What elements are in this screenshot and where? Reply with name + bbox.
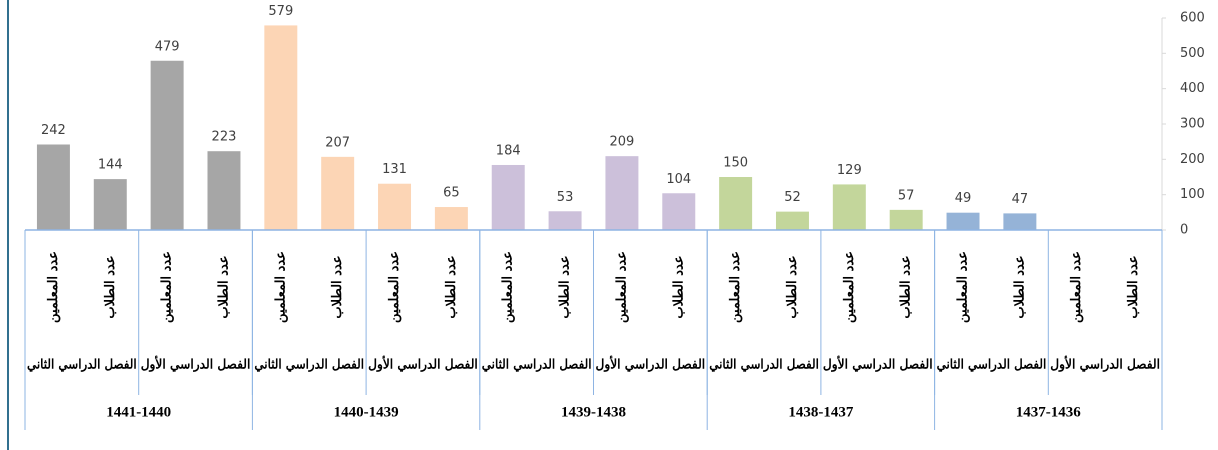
bar — [491, 164, 525, 230]
x-tick-label: عدد المعلمين — [842, 251, 857, 323]
semester-label: الفصل الدراسي الثاني — [254, 358, 364, 373]
bar — [1003, 213, 1037, 230]
bar — [946, 212, 980, 230]
value-label: 209 — [610, 135, 635, 150]
x-tick-label: عدد الطلاب — [558, 255, 573, 318]
x-tick-label: عدد المعلمين — [501, 251, 516, 323]
bar — [207, 151, 241, 230]
bar — [378, 183, 412, 230]
x-tick-label: عدد المعلمين — [956, 251, 971, 323]
x-tick-label: عدد الطلاب — [216, 255, 231, 318]
x-tick-label: عدد الطلاب — [330, 255, 345, 318]
value-label: 53 — [557, 190, 574, 205]
bar — [662, 193, 696, 230]
semester-label: الفصل الدراسي الأول — [596, 356, 706, 373]
y-tick-label: 500 — [1180, 46, 1205, 61]
value-label: 242 — [41, 123, 66, 138]
x-tick-label: عدد المعلمين — [160, 251, 175, 323]
value-label: 579 — [268, 4, 293, 19]
value-label: 65 — [443, 186, 460, 201]
semester-label: الفصل الدراسي الثاني — [482, 358, 592, 373]
bar — [832, 184, 866, 230]
y-tick-label: 300 — [1180, 117, 1205, 132]
semester-label: الفصل الدراسي الأول — [823, 356, 933, 373]
x-tick-label: عدد الطلاب — [1012, 255, 1027, 318]
value-label: 129 — [837, 163, 862, 178]
value-label: 144 — [98, 158, 123, 173]
semester-label: الفصل الدراسي الأول — [368, 356, 478, 373]
x-tick-label: عدد الطلاب — [899, 255, 914, 318]
value-label: 207 — [325, 135, 350, 150]
y-tick-label: 600 — [1180, 11, 1205, 26]
value-label: 150 — [723, 156, 748, 171]
value-label: 131 — [382, 162, 407, 177]
bar — [434, 207, 468, 230]
bar — [36, 144, 70, 230]
value-label: 47 — [1012, 192, 1029, 207]
year-label: 1440-1439 — [334, 404, 399, 420]
x-tick-label: عدد المعلمين — [1069, 251, 1084, 323]
value-label: 223 — [212, 130, 237, 145]
value-label: 57 — [898, 188, 915, 203]
year-label: 1438-1437 — [788, 404, 853, 420]
bar — [93, 179, 127, 230]
x-tick-label: عدد المعلمين — [614, 251, 629, 323]
x-tick-label: عدد الطلاب — [1126, 255, 1141, 318]
year-label: 1439-1438 — [561, 404, 626, 420]
year-label: 1441-1440 — [106, 404, 171, 420]
x-tick-label: عدد الطلاب — [103, 255, 118, 318]
semester-label: الفصل الدراسي الثاني — [709, 358, 819, 373]
value-label: 49 — [955, 191, 972, 206]
x-tick-label: عدد الطلاب — [444, 255, 459, 318]
x-tick-label: عدد المعلمين — [46, 251, 61, 323]
y-tick-label: 400 — [1180, 81, 1205, 96]
semester-label: الفصل الدراسي الثاني — [937, 358, 1047, 373]
semester-label: الفصل الدراسي الأول — [141, 356, 251, 373]
x-tick-label: عدد الطلاب — [785, 255, 800, 318]
y-tick-label: 200 — [1180, 152, 1205, 167]
bar — [548, 211, 582, 230]
bar — [719, 177, 753, 230]
value-label: 104 — [666, 172, 691, 187]
x-tick-label: عدد المعلمين — [273, 251, 288, 323]
bar — [605, 156, 639, 230]
value-label: 184 — [496, 143, 521, 158]
semester-label: الفصل الدراسي الثاني — [27, 358, 137, 373]
bar — [321, 156, 355, 230]
bar — [264, 25, 298, 231]
bar — [150, 60, 184, 231]
x-tick-label: عدد المعلمين — [728, 251, 743, 323]
bar — [889, 209, 923, 230]
y-tick-label: 0 — [1180, 223, 1188, 238]
value-label: 479 — [155, 39, 180, 54]
x-tick-label: عدد المعلمين — [387, 251, 402, 323]
y-tick-label: 100 — [1180, 187, 1205, 202]
bar — [775, 211, 809, 230]
value-label: 52 — [784, 190, 801, 205]
semester-label: الفصل الدراسي الأول — [1050, 356, 1160, 373]
year-label: 1437-1436 — [1016, 404, 1081, 420]
x-tick-label: عدد الطلاب — [671, 255, 686, 318]
